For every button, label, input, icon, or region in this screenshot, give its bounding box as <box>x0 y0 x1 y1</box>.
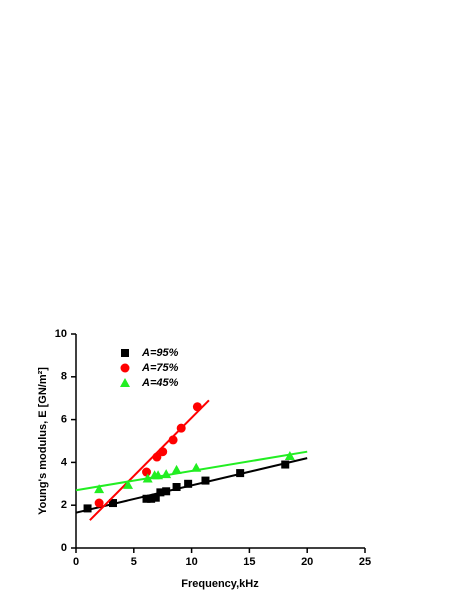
data-point <box>108 499 117 508</box>
data-point <box>192 402 202 412</box>
x-tick-label: 0 <box>73 556 79 568</box>
data-point <box>168 435 178 445</box>
y-tick-label: 4 <box>61 456 68 468</box>
data-point <box>171 464 182 474</box>
data-point <box>158 447 168 457</box>
y-tick-label: 2 <box>61 499 67 511</box>
data-point <box>161 469 172 479</box>
y-tick-label: 6 <box>61 414 67 426</box>
data-point <box>281 460 290 469</box>
data-point <box>191 462 202 472</box>
data-point <box>123 479 134 489</box>
legend-label: A=95% <box>141 347 179 359</box>
x-tick-label: 20 <box>301 556 313 568</box>
y-tick-label: 10 <box>55 328 67 340</box>
legend-label: A=45% <box>141 377 179 389</box>
data-point <box>142 473 153 483</box>
data-point <box>152 452 162 462</box>
data-point <box>201 476 210 485</box>
data-point <box>236 469 245 478</box>
data-point <box>151 493 160 502</box>
data-point <box>284 450 295 460</box>
y-axis-title: Young's modulus, E [GN/m²] <box>37 367 49 515</box>
x-tick-label: 25 <box>359 556 371 568</box>
y-tick-label: 0 <box>61 542 67 554</box>
data-point <box>94 498 104 508</box>
data-point <box>162 487 171 496</box>
data-point <box>142 494 151 503</box>
fit-line <box>89 399 210 521</box>
legend-label: A=75% <box>141 362 179 374</box>
data-point <box>83 504 92 513</box>
data-point <box>153 470 164 480</box>
data-point <box>184 479 193 488</box>
data-point <box>142 467 152 477</box>
x-tick-label: 10 <box>185 556 197 568</box>
data-point <box>156 488 165 497</box>
legend-marker <box>120 363 130 373</box>
data-point <box>172 483 181 492</box>
fit-line <box>75 450 308 492</box>
x-axis-title: Frequency,kHz <box>181 578 259 590</box>
data-point <box>147 494 156 503</box>
legend-marker <box>121 349 129 357</box>
x-tick-label: 5 <box>131 556 137 568</box>
legend-marker <box>120 378 130 387</box>
y-tick-label: 8 <box>61 371 67 383</box>
data-point <box>94 484 105 494</box>
data-point <box>176 423 186 433</box>
x-tick-label: 15 <box>243 556 255 568</box>
